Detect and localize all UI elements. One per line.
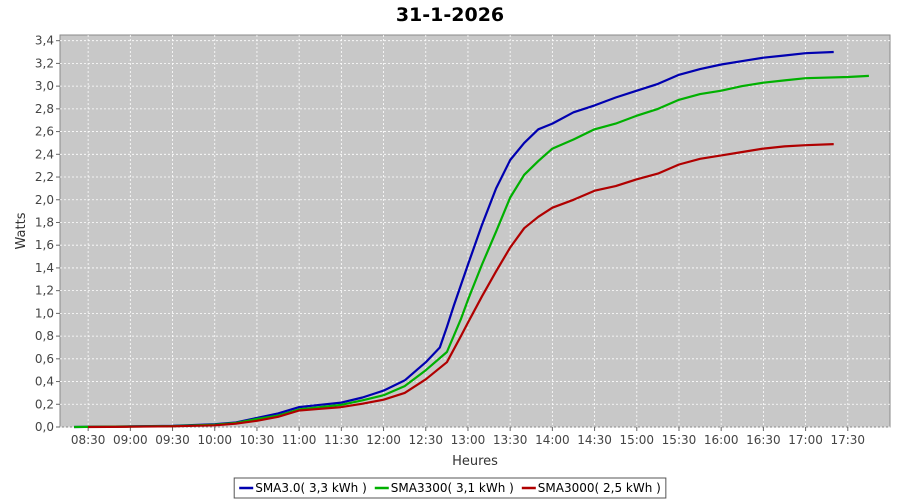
y-tick-label: 3,2 <box>35 56 54 70</box>
x-tick-label: 15:30 <box>662 433 697 447</box>
x-tick-label: 13:30 <box>493 433 528 447</box>
y-tick-label: 2,0 <box>35 193 54 207</box>
y-axis-label: Watts <box>14 212 29 249</box>
x-tick-label: 14:00 <box>535 433 570 447</box>
x-tick-label: 16:30 <box>746 433 781 447</box>
y-axis-ticks: 0,0 0,2 0,4 0,6 0,8 1,0 1,2 1,4 1,6 1,8 2,0 2,2 2,4 2… <box>35 34 60 434</box>
y-tick-label: 1,4 <box>35 261 54 275</box>
x-tick-label: 09:30 <box>155 433 190 447</box>
x-tick-label: 10:00 <box>197 433 232 447</box>
x-tick-label: 12:00 <box>366 433 401 447</box>
y-tick-label: 2,8 <box>35 102 54 116</box>
x-axis-ticks: 08:30 09:00 09:30 10:00 10:30 11:00 11:30 12:00… <box>71 427 865 447</box>
y-tick-label: 3,0 <box>35 79 54 93</box>
y-tick-label: 0,4 <box>35 375 54 389</box>
legend-entry-2: SMA3300( 3,1 kWh ) <box>391 481 514 495</box>
y-tick-label: 2,2 <box>35 170 54 184</box>
y-tick-label: 2,4 <box>35 147 54 161</box>
legend-entry-3: SMA3000( 2,5 kWh ) <box>538 481 661 495</box>
series-line-1 <box>74 50 834 429</box>
x-tick-label: 12:30 <box>408 433 443 447</box>
x-tick-label: 11:00 <box>282 433 317 447</box>
y-tick-label: 0,0 <box>35 420 54 434</box>
x-tick-label: 17:00 <box>788 433 823 447</box>
x-tick-label: 14:30 <box>577 433 612 447</box>
x-tick-label: 09:00 <box>113 433 148 447</box>
gridlines <box>60 35 890 428</box>
plot-area <box>59 34 891 428</box>
y-tick-label: 1,0 <box>35 306 54 320</box>
legend-entry-1: SMA3.0( 3,3 kWh ) <box>255 481 367 495</box>
y-tick-label: 1,6 <box>35 238 54 252</box>
x-tick-label: 13:00 <box>451 433 486 447</box>
y-tick-label: 0,2 <box>35 397 54 411</box>
legend-box <box>233 477 667 499</box>
series-lines <box>74 50 869 429</box>
series-line-3 <box>88 143 834 429</box>
x-tick-label: 08:30 <box>71 433 106 447</box>
series-line-2 <box>74 74 869 429</box>
x-tick-label: 10:30 <box>240 433 275 447</box>
y-tick-label: 2,6 <box>35 125 54 139</box>
chart-title: 31-1-2026 <box>396 4 504 26</box>
y-tick-label: 0,6 <box>35 352 54 366</box>
y-tick-label: 0,8 <box>35 329 54 343</box>
y-tick-label: 1,8 <box>35 215 54 229</box>
x-tick-label: 11:30 <box>324 433 359 447</box>
x-axis-label: Heures <box>452 454 498 469</box>
x-tick-label: 16:00 <box>704 433 739 447</box>
y-tick-label: 1,2 <box>35 284 54 298</box>
y-tick-label: 3,4 <box>35 34 54 48</box>
x-tick-label: 15:00 <box>619 433 654 447</box>
x-tick-label: 17:30 <box>830 433 865 447</box>
legend: SMA3.0( 3,3 kWh ) SMA3300( 3,1 kWh ) SMA30… <box>233 477 667 499</box>
